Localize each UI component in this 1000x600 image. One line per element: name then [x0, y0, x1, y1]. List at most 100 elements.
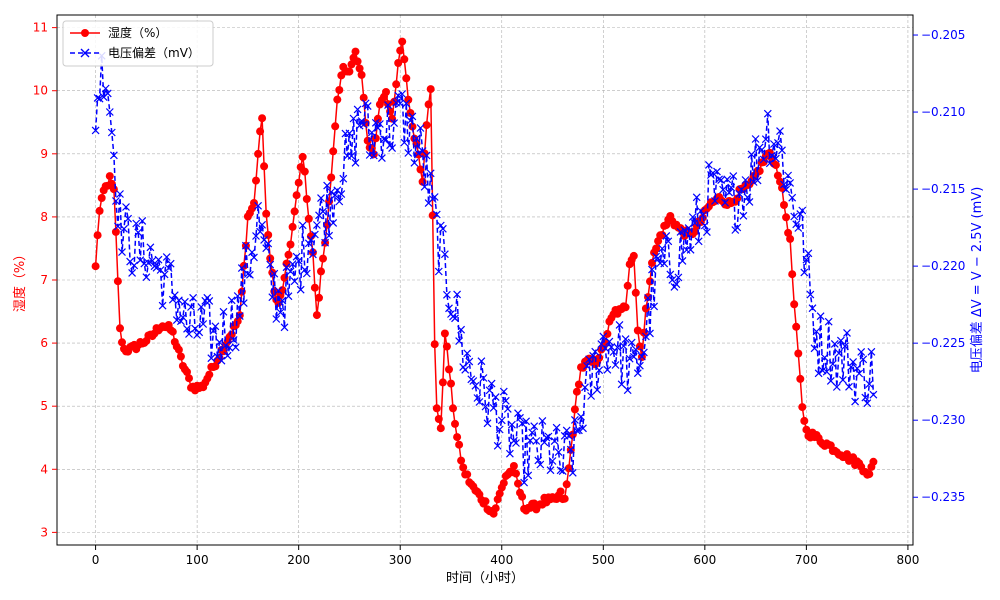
voltage-point: [751, 135, 760, 143]
humidity-point: [256, 127, 265, 136]
voltage-point: [532, 437, 541, 445]
humidity-point: [782, 213, 791, 222]
humidity-point: [509, 462, 518, 470]
voltage-point: [771, 154, 780, 163]
humidity-point: [319, 254, 327, 263]
voltage-point: [351, 158, 360, 167]
voltage-point: [684, 224, 693, 233]
voltage-point: [497, 416, 506, 425]
voltage-point: [103, 89, 112, 98]
voltage-point: [461, 365, 470, 374]
humidity-point: [603, 329, 612, 338]
humidity-point: [373, 114, 382, 123]
voltage-point: [587, 392, 596, 400]
voltage-point: [398, 90, 407, 98]
voltage-point: [556, 466, 565, 475]
humidity-point: [495, 489, 504, 498]
voltage-point: [120, 224, 128, 233]
voltage-point: [205, 296, 214, 305]
voltage-point: [786, 178, 795, 187]
voltage-point: [451, 314, 459, 323]
voltage-point: [122, 203, 130, 211]
voltage-point: [843, 328, 851, 337]
voltage-point: [347, 151, 356, 160]
voltage-point: [753, 176, 762, 185]
humidity-point: [449, 404, 457, 413]
voltage-point: [646, 329, 654, 338]
voltage-point: [329, 218, 338, 227]
humidity-point: [579, 363, 587, 372]
voltage-point: [723, 175, 732, 184]
humidity-point: [91, 262, 100, 271]
y-left-tick-label: 8: [40, 210, 48, 224]
humidity-point: [250, 199, 258, 207]
voltage-point: [416, 124, 425, 132]
voltage-point: [296, 285, 305, 294]
voltage-point: [562, 426, 571, 435]
voltage-point: [499, 387, 508, 396]
voltage-point: [757, 145, 766, 154]
voltage-point: [473, 394, 482, 402]
voltage-point: [715, 175, 724, 184]
voltage-point: [784, 171, 793, 180]
humidity-point: [518, 492, 527, 501]
x-axis-label: 时间（小时）: [446, 571, 524, 586]
humidity-point: [788, 270, 797, 279]
voltage-point: [400, 138, 409, 147]
voltage-point: [471, 381, 480, 390]
voltage-point: [292, 252, 301, 261]
voltage-point: [154, 255, 163, 264]
humidity-point: [690, 227, 699, 236]
voltage-point: [91, 126, 100, 135]
voltage-point: [729, 172, 738, 181]
voltage-point: [704, 160, 713, 169]
voltage-point: [782, 185, 791, 194]
voltage-point: [130, 261, 139, 270]
humidity-point: [347, 60, 356, 69]
voltage-point: [778, 146, 786, 155]
voltage-point: [95, 94, 104, 103]
humidity-point: [176, 352, 185, 361]
voltage-point: [319, 207, 327, 216]
voltage-point: [158, 301, 167, 310]
humidity-point: [335, 86, 344, 94]
voltage-point: [312, 221, 321, 229]
voltage-point: [276, 308, 285, 317]
voltage-point: [711, 196, 719, 205]
voltage-point: [700, 221, 709, 230]
voltage-point: [430, 193, 439, 201]
y-right-axis-label: 电压偏差 ΔV = V − 2.5V (mV): [970, 187, 985, 374]
humidity-point: [644, 293, 652, 302]
y-right-tick-label: −0.205: [921, 28, 965, 42]
voltage-point: [574, 426, 583, 435]
voltage-point: [554, 448, 563, 457]
humidity-point: [481, 497, 490, 506]
voltage-point: [544, 432, 553, 441]
voltage-point: [739, 211, 748, 220]
voltage-point: [719, 185, 728, 194]
humidity-point: [759, 158, 768, 167]
voltage-point: [174, 296, 183, 305]
y-left-tick-label: 5: [40, 399, 48, 413]
voltage-point: [692, 193, 701, 202]
voltage-point: [678, 256, 687, 265]
voltage-point: [272, 315, 281, 323]
voltage-point: [593, 385, 602, 394]
voltage-point: [849, 357, 858, 366]
humidity-point: [424, 100, 433, 109]
humidity-point: [430, 340, 439, 349]
voltage-point: [396, 99, 405, 108]
humidity-point: [406, 109, 415, 117]
voltage-point: [166, 259, 175, 268]
voltage-point: [219, 307, 228, 316]
voltage-point: [349, 114, 358, 123]
voltage-point: [595, 366, 604, 375]
voltage-point: [302, 269, 311, 278]
voltage-point: [189, 293, 198, 302]
humidity-point: [286, 240, 295, 249]
humidity-point: [453, 433, 462, 442]
voltage-point: [798, 206, 807, 215]
voltage-point: [477, 357, 486, 366]
humidity-point: [331, 122, 340, 131]
